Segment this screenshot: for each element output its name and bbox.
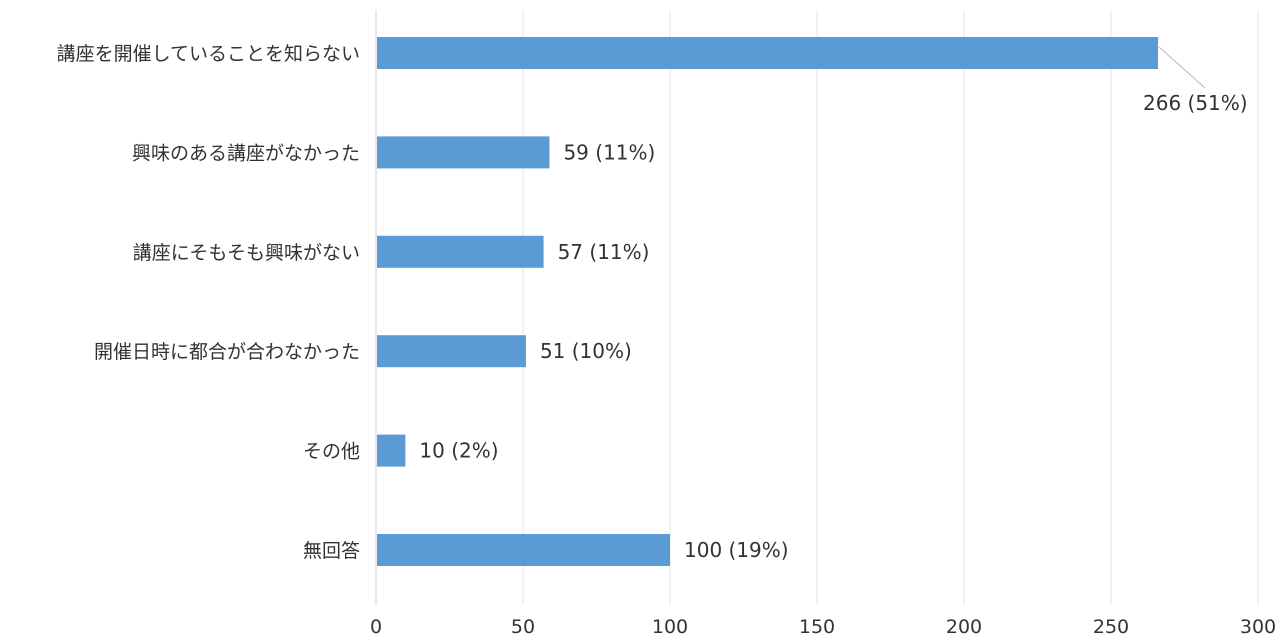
x-tick-label-250: 250 (1093, 616, 1129, 638)
category-labels: 講座を開催していることを知らない興味のある講座がなかった講座にそもそも興味がない… (57, 43, 360, 562)
data-label-2: 57 (11%) (558, 240, 650, 264)
x-tick-label-0: 0 (370, 616, 382, 638)
x-tick-label-150: 150 (799, 616, 835, 638)
x-tick-label-50: 50 (511, 616, 535, 638)
data-label-leader-0 (1158, 46, 1206, 89)
data-label-1: 59 (11%) (563, 140, 655, 164)
category-label-4: その他 (303, 441, 360, 463)
x-tick-label-100: 100 (652, 616, 688, 638)
data-label-4: 10 (2%) (419, 439, 498, 463)
bar-3 (377, 335, 526, 368)
x-tick-label-200: 200 (946, 616, 982, 638)
data-labels: 266 (51%) 59 (11%) 57 (11%) 51 (10%) 10 (2%)… (419, 46, 1248, 562)
category-label-1: 興味のある講座がなかった (132, 142, 360, 164)
x-axis-ticks: 0 50 100 150 200 250 300 (370, 616, 1276, 638)
bar-0 (377, 37, 1159, 69)
category-label-3: 開催日時に都合が合わなかった (94, 341, 360, 363)
bar-5 (377, 534, 670, 566)
x-tick-label-300: 300 (1240, 616, 1276, 638)
bar-2 (377, 235, 544, 268)
data-label-5: 100 (19%) (684, 538, 789, 562)
bar-1 (377, 136, 550, 169)
data-label-0: 266 (51%) (1143, 91, 1248, 115)
category-label-2: 講座にそもそも興味がない (133, 242, 360, 264)
category-label-5: 無回答 (303, 540, 360, 562)
gridlines (522, 10, 1259, 605)
category-label-0: 講座を開催していることを知らない (57, 43, 360, 65)
data-label-3: 51 (10%) (540, 339, 632, 363)
bars (377, 37, 1159, 566)
bar-4 (377, 434, 406, 467)
